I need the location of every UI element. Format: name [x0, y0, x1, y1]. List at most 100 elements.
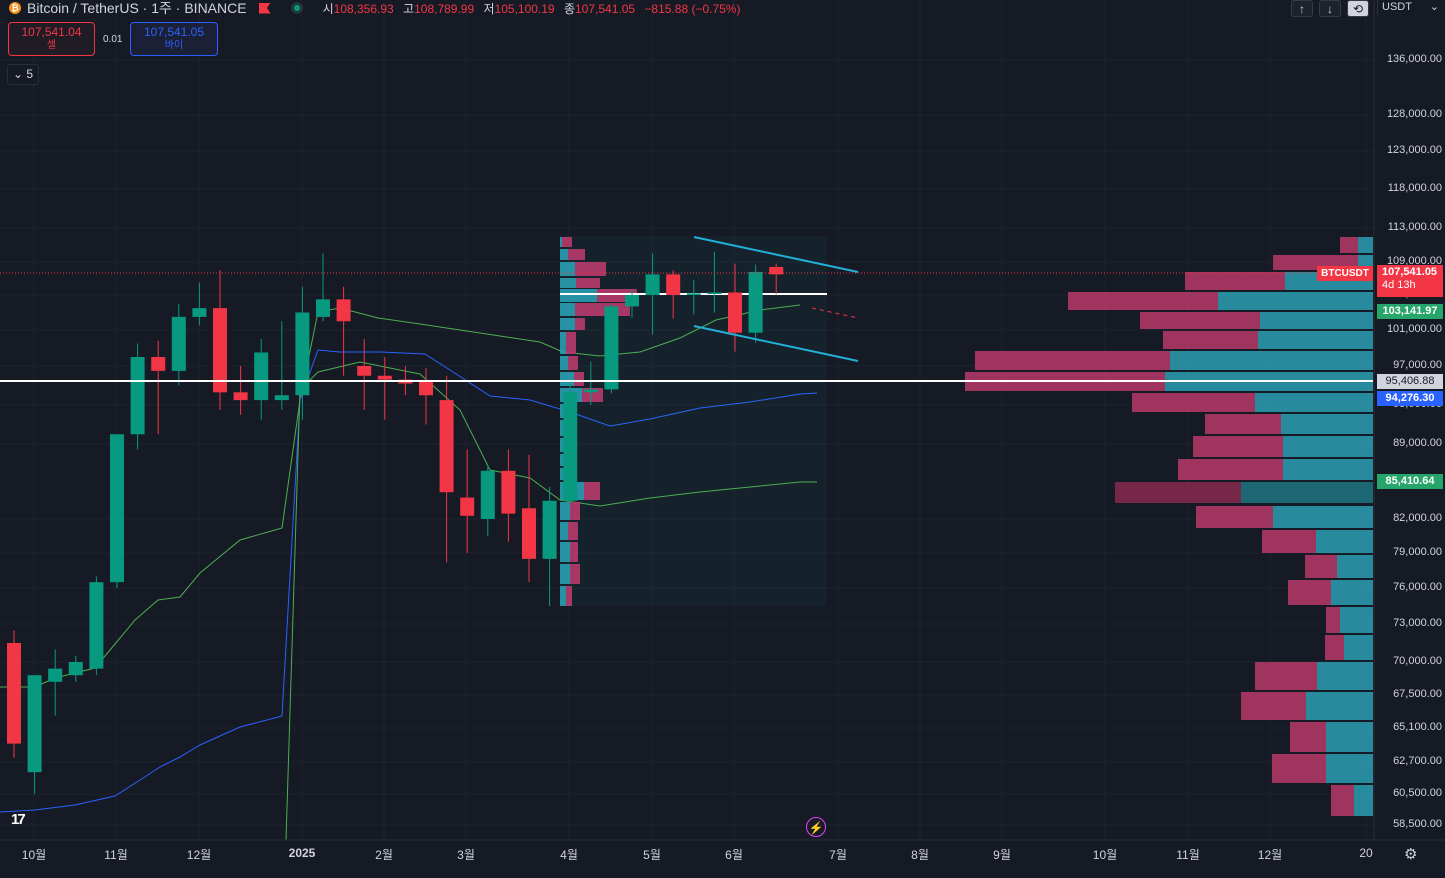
price-axis-label: 82,000.00	[1393, 512, 1442, 524]
volume-profile-bar-buy	[1255, 393, 1373, 412]
volume-profile-bar-buy	[1358, 237, 1373, 253]
buy-button[interactable]: 107,541.05 바이	[130, 22, 218, 56]
indicators-toggle[interactable]: ⌄ 5	[7, 64, 39, 85]
time-axis-label: 3월	[457, 848, 475, 862]
price-axis-label: 118,000.00	[1387, 182, 1442, 194]
price-axis-label: 136,000.00	[1386, 53, 1442, 65]
chevron-down-icon: ⌄	[1429, 1, 1439, 13]
price-axis-label: 123,000.00	[1386, 144, 1442, 156]
candle-body	[316, 299, 330, 317]
fixed-profile-bar-buy	[560, 586, 566, 606]
volume-profile-bar-sell	[1288, 580, 1331, 605]
volume-profile-bar-buy	[1283, 459, 1373, 480]
volume-profile-bar-sell	[1255, 662, 1317, 690]
ma-blue-price-tag: 94,276.30	[1377, 391, 1443, 406]
sell-button[interactable]: 107,541.04 셀	[8, 22, 95, 56]
buy-price: 107,541.05	[143, 25, 205, 39]
lightning-icon[interactable]: ⚡	[806, 817, 826, 837]
fixed-profile-bar-sell	[575, 318, 585, 330]
time-axis-label: 11월	[1176, 848, 1200, 862]
fixed-profile-bar-buy	[560, 318, 575, 330]
volume-profile-bar-buy	[1316, 530, 1373, 553]
time-axis-label: 11월	[104, 848, 128, 862]
price-axis-label: 97,000.00	[1393, 359, 1442, 371]
change-value: −815.88 (−0.75%)	[644, 1, 741, 16]
time-axis-label: 20	[1359, 846, 1373, 860]
volume-profile-bar-sell	[1205, 414, 1281, 434]
high-label: 고	[403, 1, 415, 16]
fixed-profile-bar-buy	[560, 332, 566, 354]
price-axis-label: 73,000.00	[1393, 617, 1442, 629]
volume-profile-bar-buy	[1337, 555, 1373, 578]
candle-body	[460, 497, 475, 516]
fixed-profile-bar-buy	[560, 454, 566, 466]
candle-body	[666, 274, 681, 295]
sync-button[interactable]: ⟲	[1347, 0, 1369, 17]
candle-body	[213, 308, 227, 393]
gear-icon[interactable]: ⚙	[1404, 846, 1418, 863]
ma-blue-line	[0, 349, 818, 813]
volume-profile-bar-sell	[1262, 530, 1316, 553]
fixed-profile-bar-buy	[560, 420, 566, 436]
fixed-profile-bar-buy	[560, 278, 576, 288]
price-axis-label: 62,700.00	[1393, 755, 1442, 767]
candle-body	[295, 312, 310, 396]
volume-profile-bar-buy	[1258, 331, 1373, 349]
price-axis-label: 128,000.00	[1386, 108, 1442, 120]
sell-label: 셀	[46, 40, 57, 51]
time-axis-label: 12월	[186, 848, 212, 862]
scroll-up-button[interactable]: ↑	[1291, 0, 1313, 17]
candle-body	[604, 306, 619, 390]
volume-profile-bar-sell	[975, 351, 1170, 370]
candle-body	[254, 352, 269, 401]
fixed-profile-bar-buy	[560, 262, 575, 276]
current-price-tag: 107,541.05 4d 13h	[1377, 265, 1443, 297]
spread-value: 0.01	[103, 34, 123, 45]
fixed-profile-bar-sell	[575, 303, 630, 316]
time-axis-label: 9월	[993, 848, 1011, 862]
volume-profile-bar-buy	[1326, 754, 1373, 783]
flag-icon[interactable]	[258, 2, 271, 14]
sync-icon: ⟲	[1352, 2, 1364, 16]
candle-body	[419, 380, 433, 396]
price-axis-label: 109,000.00	[1386, 255, 1442, 267]
fixed-profile-bar-buy	[560, 564, 570, 584]
candle-body	[583, 389, 598, 393]
candle-body	[68, 662, 83, 676]
time-axis-label: 2월	[375, 848, 393, 862]
scroll-down-button[interactable]: ↓	[1319, 0, 1341, 17]
volume-profile-bar-buy	[1283, 436, 1373, 457]
candle-body	[110, 434, 124, 583]
volume-profile-visible-range	[965, 237, 1373, 816]
open-value: 108,356.93	[333, 1, 394, 16]
close-label: 종	[563, 1, 575, 16]
market-status-icon[interactable]	[290, 2, 303, 14]
volume-profile-bar-sell	[1196, 506, 1273, 528]
fixed-profile-bar-buy	[560, 438, 566, 452]
close-value: 107,541.05	[575, 1, 636, 16]
volume-profile-bar-sell	[1325, 635, 1344, 660]
fixed-profile-bar-sell	[570, 502, 580, 520]
channel-lower-line	[693, 325, 859, 362]
fixed-profile-bar-sell	[568, 522, 578, 540]
chart-grid	[0, 0, 1373, 840]
fixed-profile-bar-sell	[566, 332, 576, 354]
fixed-profile-bar-sell	[574, 372, 584, 386]
price-axis-label: 60,500.00	[1393, 787, 1442, 799]
candle-body	[89, 582, 104, 669]
candle-body	[48, 668, 63, 682]
bitcoin-icon: ₿	[9, 2, 21, 14]
time-axis-label: 5월	[643, 848, 661, 862]
candle-body	[480, 470, 495, 519]
open-label: 시	[322, 1, 334, 16]
candle-body	[542, 500, 557, 559]
symbol-title[interactable]: Bitcoin / TetherUS · 1주 · BINANCE	[27, 0, 247, 16]
volume-profile-poc-shade	[1115, 482, 1373, 503]
time-axis-label: 10월	[21, 848, 47, 862]
price-axis-label: 101,000.00	[1386, 323, 1442, 335]
candle-body	[728, 292, 742, 333]
tradingview-logo[interactable]: 17	[11, 811, 26, 828]
volume-profile-bar-buy	[1273, 506, 1373, 528]
currency-select[interactable]: USDT ⌄	[1377, 0, 1443, 17]
